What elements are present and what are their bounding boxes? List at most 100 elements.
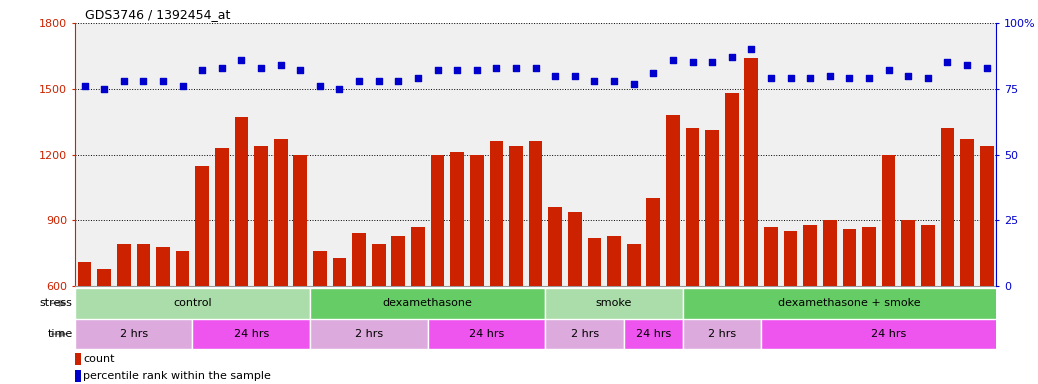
Point xyxy=(292,67,308,73)
Text: dexamethasone: dexamethasone xyxy=(383,298,472,308)
Point xyxy=(723,54,740,60)
Bar xyxy=(192,319,310,349)
Point xyxy=(567,73,583,79)
Text: percentile rank within the sample: percentile rank within the sample xyxy=(83,371,271,381)
Bar xyxy=(686,128,700,384)
Bar xyxy=(75,288,310,319)
Bar xyxy=(78,262,91,384)
Bar xyxy=(310,288,545,319)
Bar xyxy=(352,233,366,384)
Text: GDS3746 / 1392454_at: GDS3746 / 1392454_at xyxy=(85,8,230,21)
Text: 24 hrs: 24 hrs xyxy=(871,329,906,339)
Bar xyxy=(75,370,81,382)
Bar xyxy=(372,245,385,384)
Point xyxy=(645,70,661,76)
Point xyxy=(979,65,995,71)
Bar xyxy=(666,115,680,384)
Bar xyxy=(705,131,719,384)
Point xyxy=(234,57,250,63)
Bar xyxy=(470,155,484,384)
Point xyxy=(488,65,504,71)
Point xyxy=(606,78,623,84)
Bar xyxy=(156,247,170,384)
Bar xyxy=(75,319,192,349)
Point xyxy=(880,67,897,73)
Point xyxy=(664,57,681,63)
Bar xyxy=(863,227,876,384)
Point xyxy=(135,78,152,84)
Point xyxy=(939,60,956,66)
Bar xyxy=(254,146,268,384)
Bar xyxy=(195,166,209,384)
Text: 2 hrs: 2 hrs xyxy=(355,329,383,339)
Bar xyxy=(823,220,837,384)
Bar xyxy=(528,141,543,384)
Bar xyxy=(980,146,993,384)
Text: 2 hrs: 2 hrs xyxy=(119,329,147,339)
Point xyxy=(448,67,465,73)
Point xyxy=(331,86,348,92)
Text: control: control xyxy=(173,298,212,308)
Bar xyxy=(683,288,1016,319)
Point xyxy=(841,75,857,81)
Bar xyxy=(607,236,621,384)
Point xyxy=(252,65,269,71)
Text: 2 hrs: 2 hrs xyxy=(571,329,599,339)
Bar xyxy=(940,128,954,384)
Point xyxy=(390,78,407,84)
Bar xyxy=(627,245,640,384)
Point xyxy=(174,83,191,89)
Text: time: time xyxy=(48,329,73,339)
Point xyxy=(214,65,230,71)
Bar xyxy=(235,117,248,384)
Bar xyxy=(545,288,683,319)
Text: 24 hrs: 24 hrs xyxy=(635,329,671,339)
Bar xyxy=(391,236,405,384)
Bar xyxy=(431,155,444,384)
Bar xyxy=(98,268,111,384)
Bar xyxy=(803,225,817,384)
Bar xyxy=(490,141,503,384)
Point xyxy=(861,75,877,81)
Point xyxy=(115,78,132,84)
Bar xyxy=(725,93,739,384)
Point xyxy=(920,75,936,81)
Bar xyxy=(784,231,797,384)
Bar xyxy=(588,238,601,384)
Bar xyxy=(545,319,624,349)
Bar xyxy=(450,152,464,384)
Bar xyxy=(761,319,1016,349)
Text: 24 hrs: 24 hrs xyxy=(234,329,269,339)
Point xyxy=(272,62,289,68)
Bar xyxy=(75,353,81,365)
Point xyxy=(155,78,171,84)
Point xyxy=(76,83,92,89)
Bar xyxy=(881,155,896,384)
Point xyxy=(586,78,603,84)
Point xyxy=(194,67,211,73)
Point xyxy=(704,60,720,66)
Bar xyxy=(215,148,228,384)
Point xyxy=(900,73,917,79)
Bar xyxy=(310,319,428,349)
Point xyxy=(684,60,701,66)
Bar xyxy=(411,227,425,384)
Bar xyxy=(117,245,131,384)
Text: dexamethasone + smoke: dexamethasone + smoke xyxy=(778,298,921,308)
Bar xyxy=(624,319,683,349)
Point xyxy=(371,78,387,84)
Point xyxy=(410,75,427,81)
Bar xyxy=(137,245,151,384)
Point xyxy=(783,75,799,81)
Bar xyxy=(568,212,581,384)
Point xyxy=(430,67,446,73)
Bar xyxy=(764,227,777,384)
Bar xyxy=(683,319,761,349)
Point xyxy=(802,75,819,81)
Point xyxy=(821,73,838,79)
Bar xyxy=(744,58,758,384)
Text: count: count xyxy=(83,354,114,364)
Bar xyxy=(843,229,856,384)
Bar xyxy=(294,155,307,384)
Point xyxy=(763,75,780,81)
